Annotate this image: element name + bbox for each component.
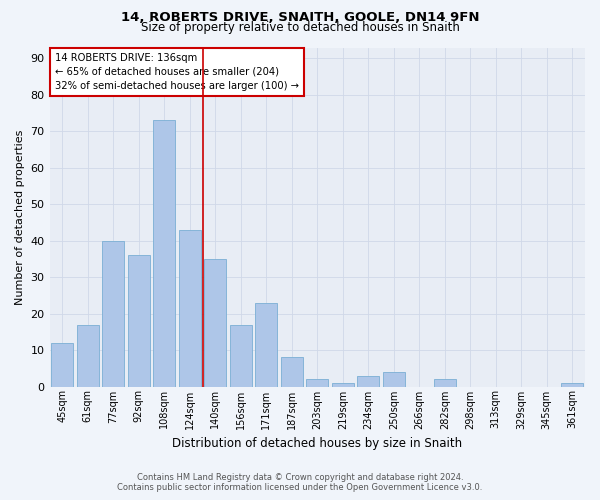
Bar: [77, 324, 98, 386]
Bar: [103, 240, 124, 386]
Bar: [230, 324, 251, 386]
Bar: [383, 372, 404, 386]
Y-axis label: Number of detached properties: Number of detached properties: [15, 130, 25, 304]
Bar: [154, 120, 175, 386]
Text: Contains HM Land Registry data © Crown copyright and database right 2024.
Contai: Contains HM Land Registry data © Crown c…: [118, 473, 482, 492]
Bar: [434, 379, 455, 386]
Bar: [179, 230, 200, 386]
Bar: [358, 376, 379, 386]
Bar: [307, 379, 328, 386]
Bar: [332, 383, 353, 386]
Bar: [128, 256, 149, 386]
Text: 14, ROBERTS DRIVE, SNAITH, GOOLE, DN14 9FN: 14, ROBERTS DRIVE, SNAITH, GOOLE, DN14 9…: [121, 11, 479, 24]
Bar: [562, 383, 583, 386]
Bar: [256, 302, 277, 386]
Text: Size of property relative to detached houses in Snaith: Size of property relative to detached ho…: [140, 22, 460, 35]
Bar: [281, 358, 302, 386]
X-axis label: Distribution of detached houses by size in Snaith: Distribution of detached houses by size …: [172, 437, 463, 450]
Bar: [52, 343, 73, 386]
Bar: [205, 259, 226, 386]
Text: 14 ROBERTS DRIVE: 136sqm
← 65% of detached houses are smaller (204)
32% of semi-: 14 ROBERTS DRIVE: 136sqm ← 65% of detach…: [55, 52, 299, 90]
